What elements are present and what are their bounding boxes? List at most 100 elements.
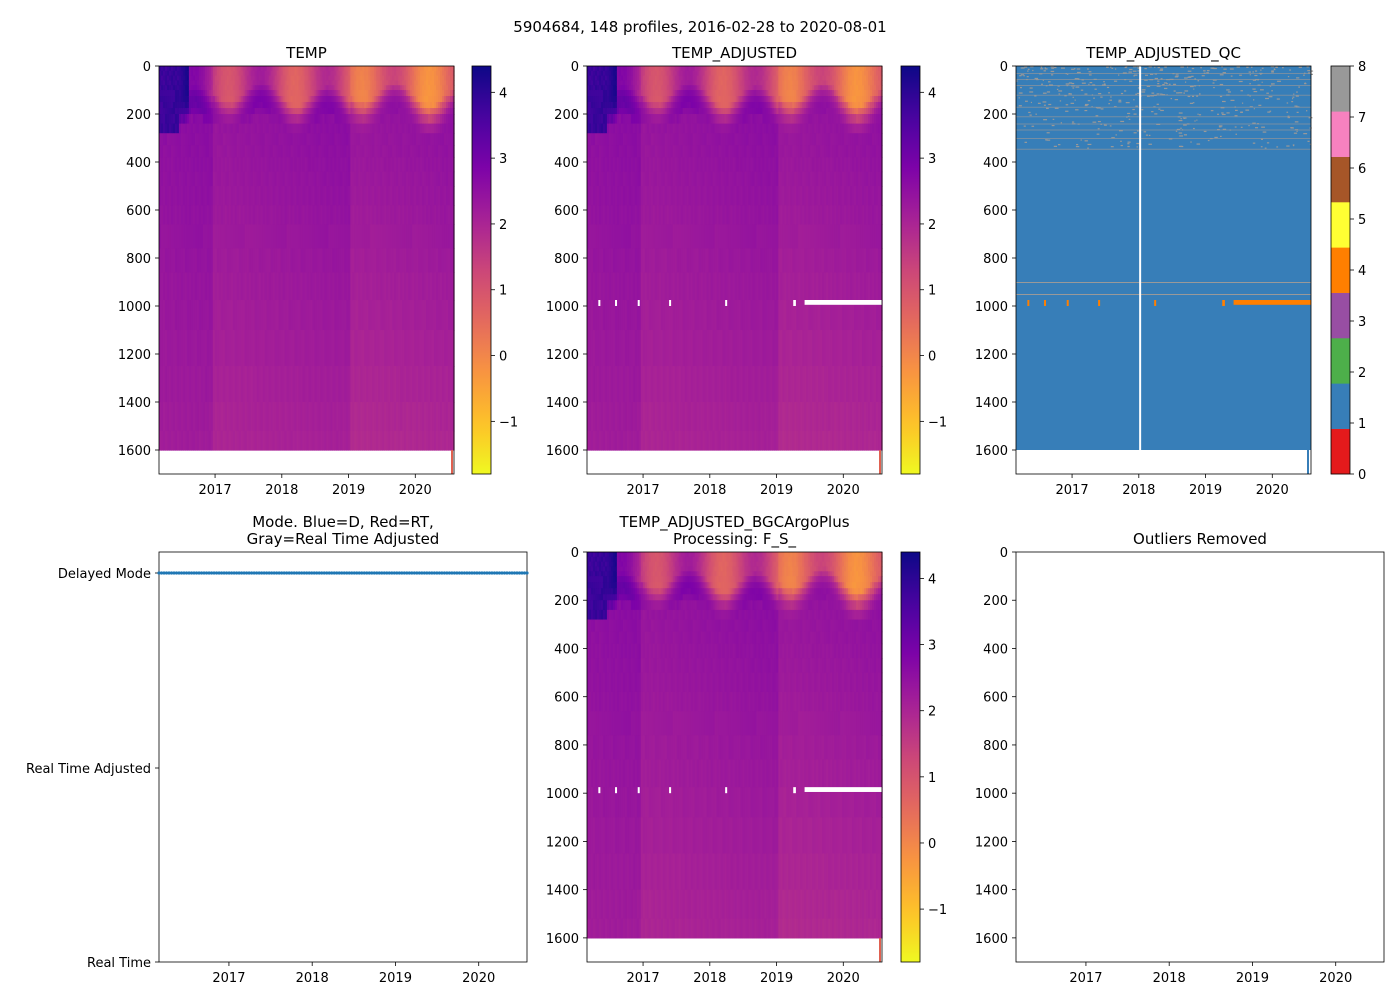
heatmap-cell xyxy=(410,75,413,81)
heatmap-cell xyxy=(180,114,184,125)
heatmap-cell xyxy=(624,430,628,451)
heatmap-cell xyxy=(590,366,594,403)
heatmap-cell xyxy=(304,75,308,81)
heatmap-cell xyxy=(446,430,449,451)
heatmap-cell xyxy=(338,366,341,403)
heatmap-cell xyxy=(356,366,359,403)
heatmap-cell xyxy=(194,300,198,331)
heatmap-cell xyxy=(350,75,353,81)
heatmap-cell xyxy=(364,402,367,432)
heatmap-cell xyxy=(666,114,670,125)
heatmap-cell xyxy=(184,66,188,72)
heatmap-cell xyxy=(370,145,373,158)
heatmap-cell xyxy=(666,102,670,109)
heatmap-cell xyxy=(336,248,339,273)
heatmap-cell xyxy=(378,402,381,432)
heatmap-cell xyxy=(280,75,284,81)
heatmap-cell xyxy=(356,145,359,158)
heatmap-cell xyxy=(230,272,234,301)
heatmap-cell xyxy=(374,402,377,432)
heatmap-cell xyxy=(304,114,308,125)
heatmap-cell xyxy=(656,108,660,115)
heatmap-cell xyxy=(450,108,453,115)
heatmap-cell xyxy=(362,157,365,173)
heatmap-cell xyxy=(318,80,322,86)
heatmap-cell xyxy=(626,186,630,206)
heatmap-cell xyxy=(450,75,453,81)
heatmap-cell xyxy=(284,133,288,146)
heatmap-cell xyxy=(588,133,592,146)
heatmap-cell xyxy=(390,80,393,86)
heatmap-cell xyxy=(372,402,375,432)
heatmap-cell xyxy=(242,70,246,77)
heatmap-cell xyxy=(222,96,226,103)
heatmap-cell xyxy=(222,145,226,158)
heatmap-cell xyxy=(642,300,646,331)
heatmap-cell xyxy=(324,145,328,158)
heatmap-cell xyxy=(236,108,240,115)
heatmap-cell xyxy=(418,402,421,432)
heatmap-cell xyxy=(290,224,294,249)
heatmap-cell xyxy=(238,430,242,451)
heatmap-cell xyxy=(274,224,278,249)
heatmap-cell xyxy=(364,272,367,301)
heatmap-cell xyxy=(284,102,288,109)
heatmap-cell xyxy=(292,171,296,187)
heatmap-cell xyxy=(390,300,393,331)
heatmap-cell xyxy=(616,330,620,367)
heatmap-cell xyxy=(288,75,292,81)
heatmap-cell xyxy=(592,96,596,103)
heatmap-cell xyxy=(662,402,666,432)
heatmap-cell xyxy=(614,66,618,72)
heatmap-cell xyxy=(384,66,387,72)
heatmap-cell xyxy=(254,80,258,86)
heatmap-cell xyxy=(438,272,441,301)
heatmap-cell xyxy=(200,330,204,367)
heatmap-cell xyxy=(224,272,228,301)
heatmap-cell xyxy=(400,430,403,451)
heatmap-cell xyxy=(350,224,353,249)
heatmap-cell xyxy=(206,171,210,187)
heatmap-cell xyxy=(630,330,634,367)
heatmap-cell xyxy=(162,96,166,103)
heatmap-cell xyxy=(198,108,202,115)
heatmap-cell xyxy=(674,70,678,77)
heatmap-cell xyxy=(248,96,252,103)
heatmap-cell xyxy=(178,205,182,225)
heatmap-cell xyxy=(446,66,449,72)
heatmap-cell xyxy=(654,366,658,403)
heatmap-cell xyxy=(598,66,602,72)
heatmap-cell xyxy=(628,157,632,173)
heatmap-cell xyxy=(642,102,646,109)
heatmap-cell xyxy=(424,205,427,225)
heatmap-cell xyxy=(412,366,415,403)
heatmap-cell xyxy=(222,90,226,97)
heatmap-cell xyxy=(174,96,178,103)
heatmap-cell xyxy=(438,90,441,97)
heatmap-cell xyxy=(360,102,363,109)
heatmap-cell xyxy=(620,123,624,134)
heatmap-cell xyxy=(208,330,212,367)
heatmap-cell xyxy=(220,145,224,158)
heatmap-cell xyxy=(587,171,590,187)
heatmap-cell xyxy=(388,248,391,273)
heatmap-cell xyxy=(650,114,654,125)
heatmap-cell xyxy=(186,108,190,115)
heatmap-cell xyxy=(322,430,326,451)
heatmap-cell xyxy=(274,300,278,331)
heatmap-cell xyxy=(376,70,379,77)
heatmap-cell xyxy=(394,90,397,97)
heatmap-cell xyxy=(210,145,214,158)
heatmap-cell xyxy=(402,205,405,225)
heatmap-cell xyxy=(302,96,306,103)
heatmap-cell xyxy=(624,272,628,301)
heatmap-cell xyxy=(310,66,314,72)
heatmap-cell xyxy=(374,300,377,331)
heatmap-cell xyxy=(648,123,652,134)
heatmap-cell xyxy=(628,366,632,403)
heatmap-cell xyxy=(250,205,254,225)
heatmap-cell xyxy=(216,133,220,146)
heatmap-cell xyxy=(300,157,304,173)
heatmap-cell xyxy=(432,157,435,173)
heatmap-cell xyxy=(300,300,304,331)
